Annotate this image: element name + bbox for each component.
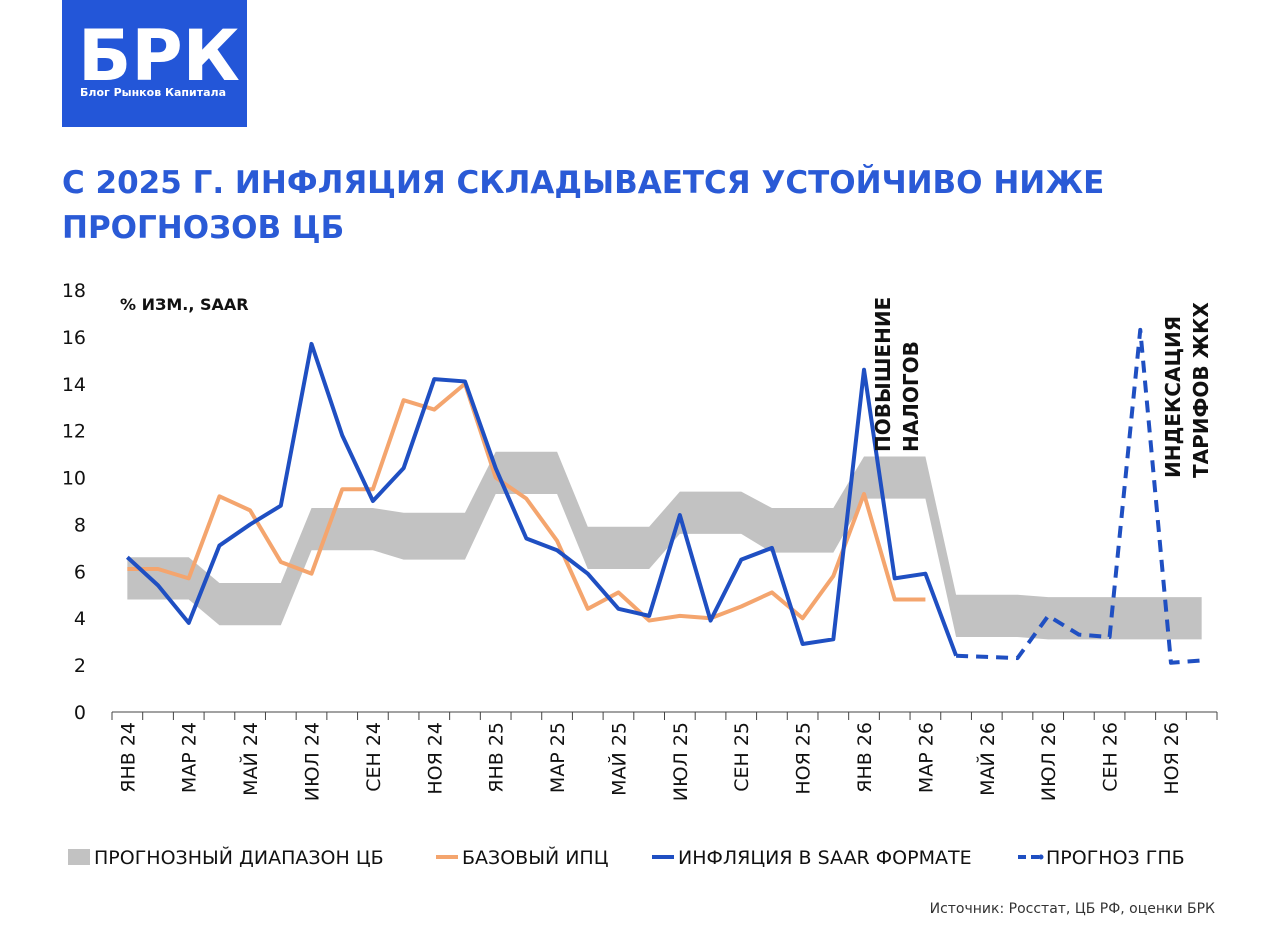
y-tick-label: 4 (74, 608, 86, 630)
y-tick-label: 2 (74, 655, 86, 677)
x-tick-label: СЕН 24 (363, 722, 385, 792)
chart-title: ПРОГНОЗОВ ЦБ (62, 210, 344, 246)
x-tick-label: МАЙ 24 (239, 722, 262, 796)
chart-title: С 2025 Г. ИНФЛЯЦИЯ СКЛАДЫВАЕТСЯ УСТОЙЧИВ… (62, 165, 1104, 201)
x-tick-label: ИЮЛ 25 (670, 722, 692, 801)
series-line (125, 341, 958, 657)
source: Источник: Росстат, ЦБ РФ, оценки БРК (930, 901, 1215, 917)
x-tick-label: ЯНВ 26 (854, 722, 876, 793)
x-tick-label: ИЮЛ 26 (1038, 722, 1060, 801)
x-tick-label: СЕН 26 (1100, 722, 1122, 792)
x-tick-label: НОЯ 25 (793, 722, 815, 795)
y-tick-label: 8 (74, 514, 86, 536)
x-tick-label: МАЙ 25 (607, 722, 630, 796)
x-tick-label: НОЯ 26 (1161, 722, 1183, 795)
annotation: ИНДЕКСАЦИЯ (1161, 316, 1185, 478)
x-tick-label: МАЙ 26 (976, 722, 999, 796)
x-tick-label: СЕН 25 (731, 722, 753, 792)
x-tick-label: МАР 26 (915, 722, 937, 793)
x-tick-label: МАР 24 (179, 722, 201, 793)
y-axis-label: % ИЗМ., SAAR (120, 295, 249, 314)
legend-label: БАЗОВЫЙ ИПЦ (462, 846, 608, 869)
legend-label: ИНФЛЯЦИЯ В SAAR ФОРМАТЕ (678, 847, 972, 869)
forecast-band (127, 451, 1202, 640)
y-tick-label: 16 (62, 327, 86, 349)
y-tick-label: 18 (62, 280, 86, 302)
legend-label: ПРОГНОЗНЫЙ ДИАПАЗОН ЦБ (94, 846, 384, 869)
legend-swatch (68, 849, 90, 865)
y-tick-label: 12 (62, 421, 86, 443)
logo-subtitle: Блог Рынков Капитала (80, 86, 226, 99)
series-line (956, 327, 1202, 665)
logo-box (62, 0, 247, 127)
y-tick-label: 10 (62, 468, 86, 490)
logo-title: БРК (78, 15, 240, 97)
x-tick-label: МАР 25 (547, 722, 569, 793)
annotation: НАЛОГОВ (899, 341, 923, 452)
x-tick-label: ИЮЛ 24 (302, 722, 324, 801)
x-tick-label: НОЯ 24 (424, 722, 446, 795)
annotation: ПОВЫШЕНИЕ (871, 297, 895, 452)
x-tick-label: ЯНВ 25 (486, 722, 508, 793)
annotation: ТАРИФОВ ЖКХ (1189, 302, 1213, 478)
legend-label: ПРОГНОЗ ГПБ (1046, 847, 1185, 869)
y-tick-label: 6 (74, 561, 86, 583)
legend-swatch (1038, 854, 1044, 860)
y-tick-label: 0 (74, 702, 86, 724)
y-tick-label: 14 (62, 374, 86, 396)
x-tick-label: ЯНВ 24 (117, 722, 139, 793)
